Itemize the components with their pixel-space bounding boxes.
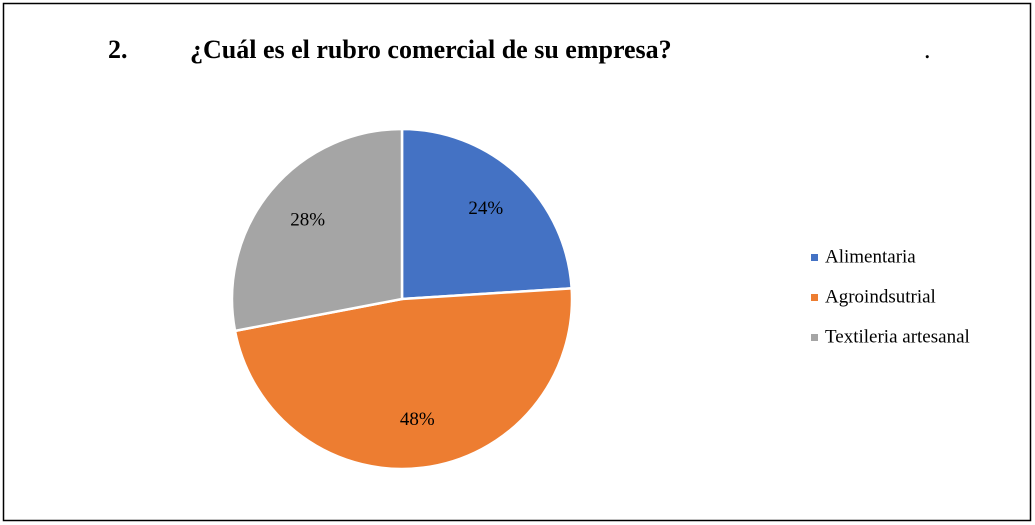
legend-swatch — [811, 334, 818, 341]
chart-number: 2. — [108, 35, 128, 64]
legend-label: Alimentaria — [825, 246, 916, 267]
annotation: . — [924, 35, 931, 64]
legend-label: Agroindsutrial — [825, 286, 936, 307]
data-label: 28% — [290, 209, 325, 230]
pie-slice — [400, 127, 573, 301]
legend-swatch — [811, 254, 818, 261]
pie-slice — [230, 127, 404, 333]
pie-slice — [233, 286, 574, 471]
data-label: 48% — [400, 409, 435, 430]
legend-label: Textileria artesanal — [825, 326, 970, 347]
chart-title: ¿Cuál es el rubro comercial de su empres… — [190, 35, 672, 64]
data-label: 24% — [468, 198, 503, 219]
legend-swatch — [811, 294, 818, 301]
